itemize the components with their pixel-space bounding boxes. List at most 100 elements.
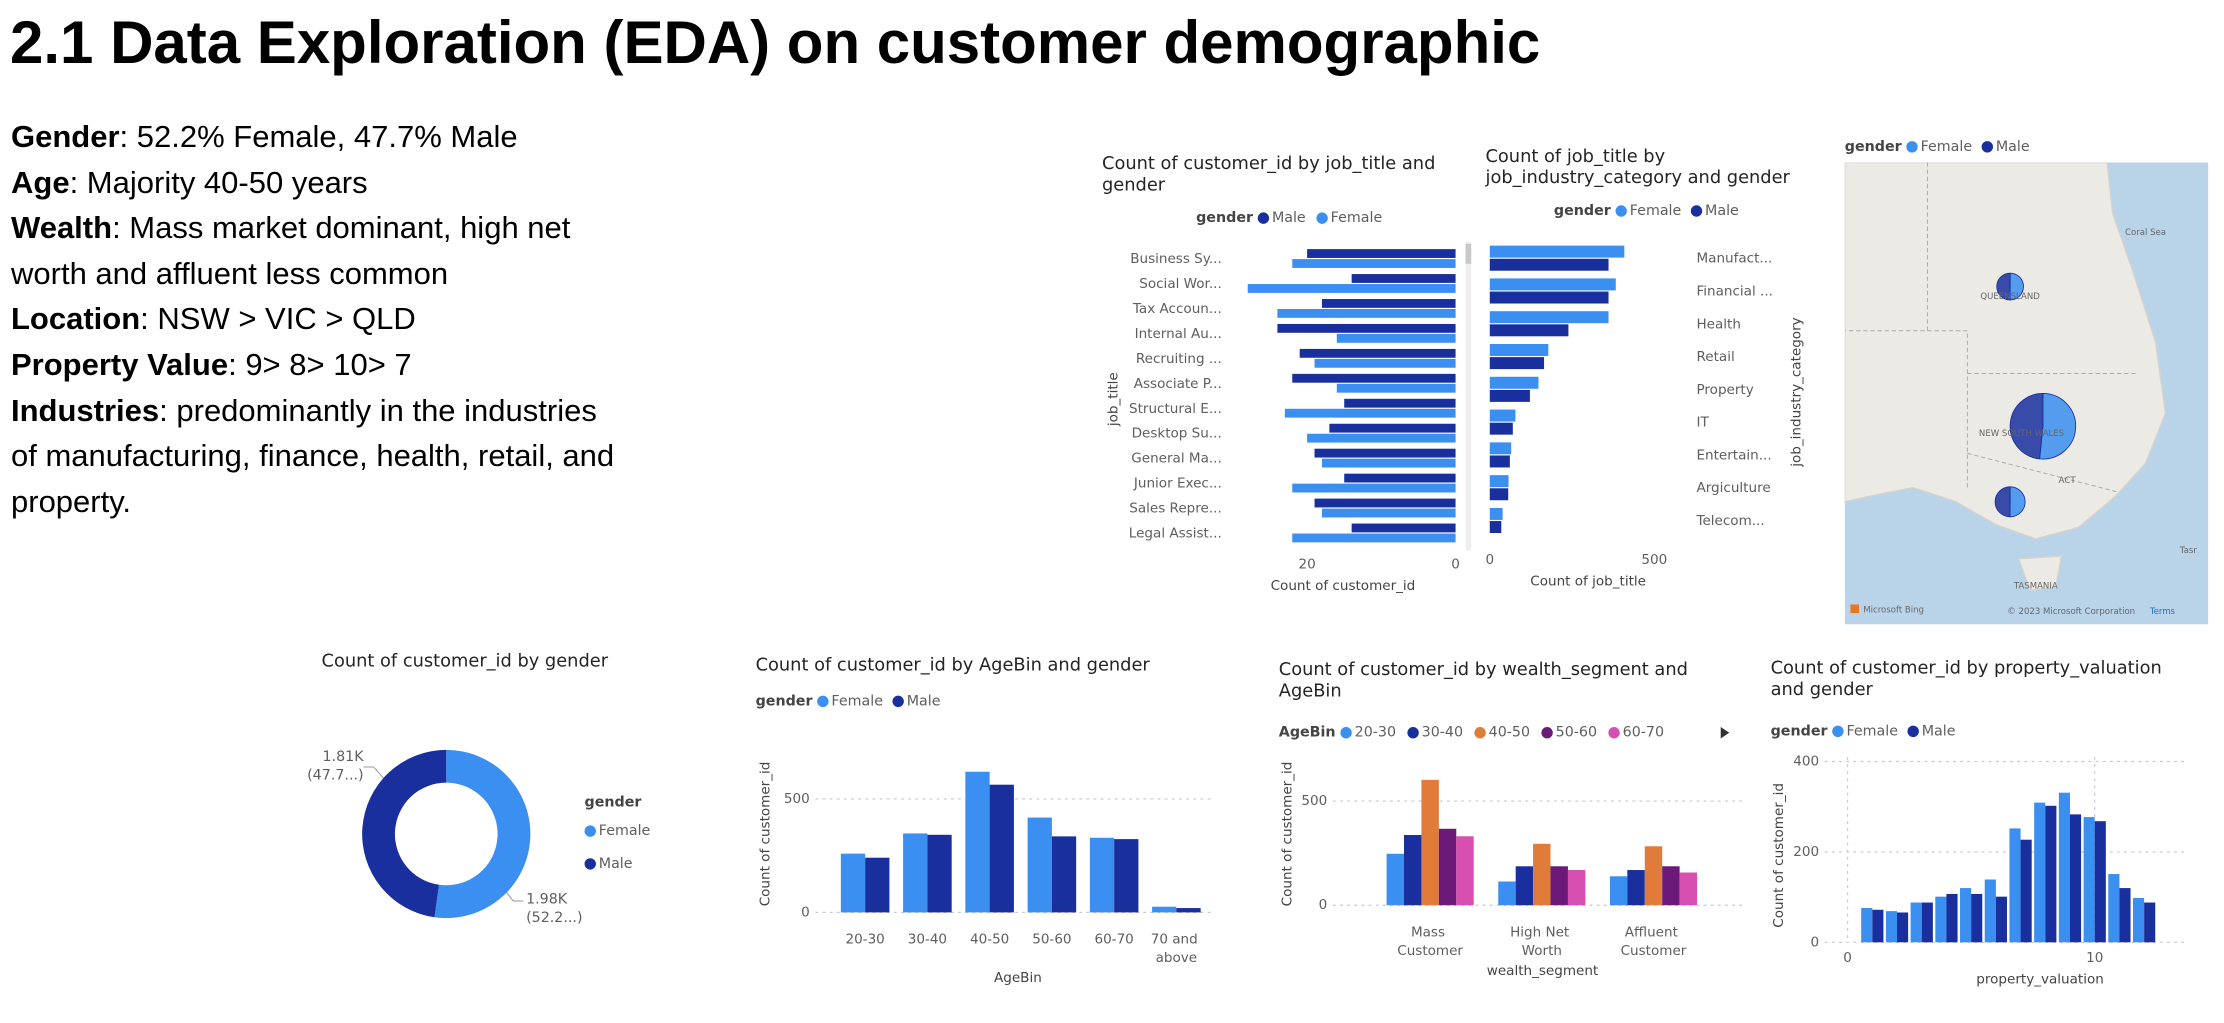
legend-label: Female bbox=[1921, 139, 1973, 155]
bar bbox=[2094, 821, 2106, 943]
bullet-label: Wealth bbox=[11, 210, 113, 246]
bar bbox=[1292, 533, 1456, 543]
bar bbox=[1292, 259, 1456, 268]
y-tick-label: Tax Accoun... bbox=[1132, 301, 1222, 317]
bar bbox=[2020, 839, 2032, 943]
bar bbox=[1321, 299, 1456, 308]
bar bbox=[840, 853, 866, 913]
pie-slice bbox=[2009, 272, 2024, 301]
bar bbox=[1946, 893, 1958, 943]
data-label: 1.81K bbox=[322, 749, 364, 765]
legend-label: 60-70 bbox=[1623, 725, 1664, 741]
y-axis-title: job_industry_category bbox=[1788, 317, 1804, 467]
legend-label: Female bbox=[1331, 210, 1383, 226]
bar bbox=[1489, 389, 1530, 402]
x-tick-label: 0 bbox=[1485, 552, 1494, 568]
bar bbox=[1885, 911, 1898, 943]
scrollbar-thumb[interactable] bbox=[1465, 243, 1472, 264]
y-axis-title: Count of customer_id bbox=[1771, 783, 1787, 928]
bullet-label: Gender bbox=[11, 119, 120, 154]
bullet: Age: Majority 40-50 years bbox=[11, 160, 614, 206]
y-tick-label: Structural E... bbox=[1129, 401, 1222, 417]
y-tick-label: Entertain... bbox=[1696, 447, 1771, 463]
bullet: Industries: predominantly in the industr… bbox=[11, 388, 614, 525]
y-tick-label: Health bbox=[1696, 316, 1740, 332]
bar bbox=[1897, 912, 1909, 943]
legend-marker bbox=[1615, 205, 1627, 217]
y-tick-label: IT bbox=[1696, 415, 1709, 431]
chart-title: Count of job_title by job_industry_categ… bbox=[1485, 146, 1791, 188]
bar bbox=[1089, 837, 1115, 913]
x-tick-label: Affluent Customer bbox=[1621, 924, 1687, 959]
x-axis-title: Count of customer_id bbox=[1271, 578, 1416, 594]
y-tick-label: Associate P... bbox=[1134, 376, 1222, 392]
scrollbar-track bbox=[1465, 242, 1472, 551]
x-tick-label: 500 bbox=[1641, 552, 1667, 568]
bar bbox=[1971, 893, 1983, 943]
bar bbox=[903, 833, 928, 913]
bullet-text: : NSW > VIC > QLD bbox=[140, 301, 416, 337]
bar bbox=[1344, 473, 1456, 483]
legend-label: Male bbox=[1705, 203, 1739, 219]
data-label: 1.98K bbox=[526, 892, 568, 908]
legend-title: AgeBin bbox=[1279, 725, 1336, 741]
legend-label: Female bbox=[831, 693, 883, 709]
y-tick-label: Property bbox=[1696, 382, 1753, 398]
bar bbox=[1662, 866, 1680, 906]
attribution: © 2023 Microsoft Corporation bbox=[2007, 607, 2135, 617]
x-tick-label: 0 bbox=[1451, 557, 1460, 573]
terms-link[interactable]: Terms bbox=[2149, 607, 2176, 617]
x-tick-label: 0 bbox=[1843, 950, 1852, 966]
bar bbox=[1960, 888, 1972, 943]
bar bbox=[2009, 828, 2021, 943]
legend-title: gender bbox=[585, 795, 642, 811]
legend-label: 40-50 bbox=[1489, 725, 1530, 741]
bar bbox=[1489, 324, 1569, 337]
legend-scroll-arrow[interactable] bbox=[1720, 727, 1730, 739]
bar bbox=[2034, 802, 2046, 943]
bullet-label: Location bbox=[11, 301, 141, 337]
bullet-text: : 9> 8> 10> 7 bbox=[228, 346, 412, 382]
bar bbox=[1489, 291, 1609, 304]
map-label: Tasr bbox=[2179, 546, 2197, 556]
y-tick-label: Telecom... bbox=[1695, 513, 1764, 529]
island bbox=[2017, 555, 2063, 591]
data-label-percent: (47.7...) bbox=[307, 768, 363, 784]
bar bbox=[1872, 909, 1884, 943]
x-tick-label: High Net Worth bbox=[1510, 924, 1573, 959]
bar bbox=[1489, 311, 1609, 324]
bar bbox=[2144, 902, 2156, 943]
bar bbox=[1314, 498, 1456, 508]
x-tick-label: 20-30 bbox=[845, 931, 884, 947]
legend-label: 30-40 bbox=[1422, 725, 1463, 741]
bar bbox=[865, 857, 890, 913]
legend-label: Male bbox=[1272, 210, 1306, 226]
x-tick-label: 70 and above bbox=[1151, 931, 1202, 966]
bar bbox=[1489, 488, 1509, 501]
bar bbox=[1489, 376, 1539, 389]
pie-slice bbox=[1996, 272, 2011, 301]
bar bbox=[1515, 866, 1534, 906]
bullet-text: : 52.2% Female, 47.7% Male bbox=[119, 119, 518, 154]
bar bbox=[1644, 846, 1663, 906]
legend-title: gender bbox=[1845, 139, 1902, 155]
y-tick-label: Argiculture bbox=[1696, 480, 1770, 496]
bullet-label: Property Value bbox=[11, 346, 229, 382]
bar bbox=[1995, 896, 2007, 943]
bar bbox=[1292, 483, 1456, 493]
map-background bbox=[1844, 162, 2209, 625]
bar bbox=[1679, 872, 1698, 906]
pie-slice bbox=[2009, 393, 2044, 460]
bar bbox=[1351, 523, 1456, 533]
bar bbox=[1627, 870, 1645, 906]
bar bbox=[1489, 258, 1609, 271]
donut-slice bbox=[362, 749, 447, 918]
bar bbox=[1284, 408, 1456, 418]
bullet-text: : Majority 40-50 years bbox=[69, 164, 368, 200]
pie-slice bbox=[2009, 486, 2026, 518]
bar bbox=[1533, 843, 1551, 906]
x-axis-title: wealth_segment bbox=[1487, 963, 1598, 979]
bar bbox=[1489, 357, 1545, 370]
slide-title: 2.1 Data Exploration (EDA) on customer d… bbox=[10, 9, 1541, 76]
